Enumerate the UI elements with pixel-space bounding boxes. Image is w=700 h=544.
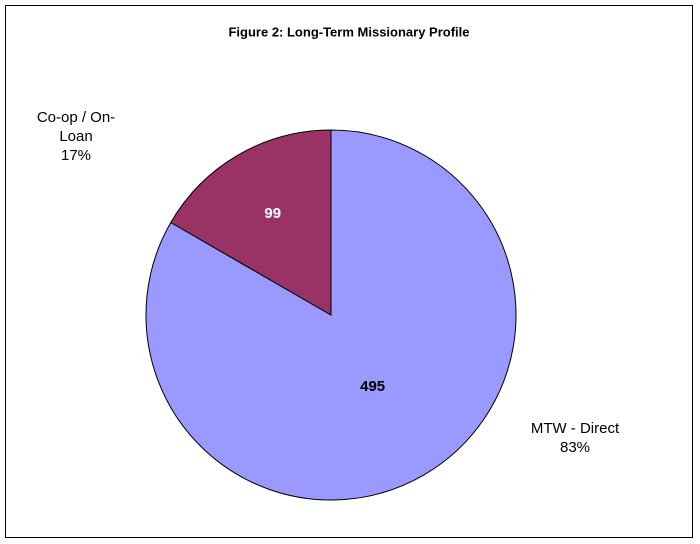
value-label: 99 — [264, 205, 281, 222]
value-label: 495 — [360, 378, 385, 395]
category-label-box: MTW - Direct 83% — [520, 419, 630, 457]
chart-title: Figure 2: Long-Term Missionary Profile — [228, 24, 469, 39]
percent-label: 17% — [60, 147, 92, 164]
pie-slice — [170, 129, 332, 316]
category-label-box: Co-op / On-Loan 17% — [30, 108, 122, 165]
category-label: MTW - Direct — [530, 420, 620, 437]
category-label: Co-op / On-Loan — [36, 109, 116, 145]
percent-label: 83% — [559, 439, 591, 456]
